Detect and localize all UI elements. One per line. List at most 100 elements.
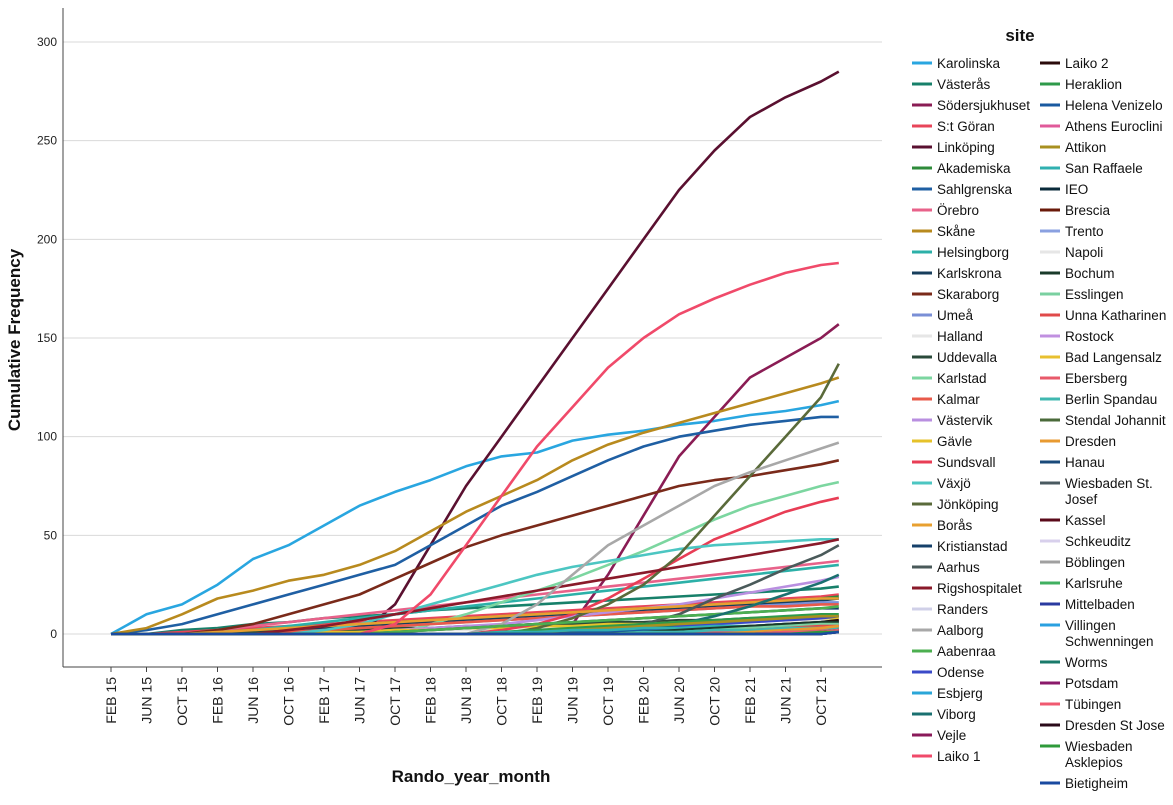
legend-label: Akademiska [937, 161, 1011, 176]
x-tick-label: JUN 16 [245, 677, 261, 724]
legend-label: Trento [1065, 224, 1104, 239]
legend-label: Jönköping [937, 497, 999, 512]
legend-label: Västerås [937, 77, 991, 92]
legend-label: Örebro [937, 203, 979, 218]
x-tick-label: OCT 18 [494, 677, 510, 726]
y-tick-label: 50 [44, 528, 58, 542]
y-tick-label: 150 [37, 331, 57, 345]
legend-label: Umeå [937, 308, 974, 323]
legend-label: Villingen Schwenningen [1065, 618, 1154, 649]
legend-label: Esslingen [1065, 287, 1124, 302]
legend-label: Laiko 1 [937, 749, 981, 764]
legend-label: Borås [937, 518, 973, 533]
x-tick-label: JUN 20 [671, 677, 687, 724]
y-tick-label: 300 [37, 35, 57, 49]
legend-label: Schkeuditz [1065, 534, 1131, 549]
legend-label: Dresden [1065, 434, 1116, 449]
legend-label: Odense [937, 665, 984, 680]
legend-label: Aalborg [937, 623, 984, 638]
x-tick-label: FEB 15 [103, 677, 119, 724]
series-line [110, 376, 840, 636]
y-axis-ticks: 0 50 100 150 200 250 300 [37, 35, 57, 641]
legend-label: Sahlgrenska [937, 182, 1013, 197]
y-tick-label: 200 [37, 232, 57, 246]
legend-label: Berlin Spandau [1065, 392, 1157, 407]
legend-label: S:t Göran [937, 119, 995, 134]
legend-label: Wiesbaden Asklepios [1065, 739, 1133, 770]
legend-label: Växjö [937, 476, 971, 491]
legend-label: Bietigheim [1065, 776, 1128, 791]
legend-label: Rigshospitalet [937, 581, 1022, 596]
series-line [110, 415, 839, 636]
x-tick-label: OCT 17 [387, 677, 403, 726]
legend-label: Skåne [937, 224, 975, 239]
series-line [111, 70, 840, 636]
legend-label: Skaraborg [937, 287, 999, 302]
legend-label: Rostock [1065, 329, 1114, 344]
legend-label: Hanau [1065, 455, 1105, 470]
series-lines [110, 70, 840, 636]
legend-label: Attikon [1065, 140, 1106, 155]
legend-label: Kristianstad [937, 539, 1008, 554]
x-tick-label: JUN 19 [565, 677, 581, 724]
legend: Karolinska Västerås Södersjukhuset S:t Göra… [912, 56, 1166, 791]
x-axis-title: Rando_year_month [392, 767, 551, 786]
legend-label: Helsingborg [937, 245, 1009, 260]
x-tick-label: FEB 17 [316, 677, 332, 724]
legend-label: Södersjukhuset [937, 98, 1030, 113]
y-tick-label: 250 [37, 134, 57, 148]
x-tick-label: JUN 17 [352, 677, 368, 724]
legend-label: Worms [1065, 655, 1108, 670]
legend-label: Böblingen [1065, 555, 1125, 570]
legend-label: Aabenraa [937, 644, 996, 659]
x-tick-label: OCT 20 [707, 677, 723, 726]
legend-title: site [1005, 26, 1034, 45]
legend-label: Kalmar [937, 392, 980, 407]
legend-label: Aarhus [937, 560, 980, 575]
x-tick-label: FEB 20 [636, 677, 652, 724]
legend-label: Stendal Johannit [1065, 413, 1166, 428]
legend-label: Bochum [1065, 266, 1115, 281]
y-axis-title: Cumulative Frequency [5, 248, 24, 431]
legend-label: Viborg [937, 707, 976, 722]
legend-label: Napoli [1065, 245, 1103, 260]
legend-label: Karlskrona [937, 266, 1002, 281]
legend-label: Laiko 2 [1065, 56, 1109, 71]
x-axis-ticks: FEB 15 JUN 15 OCT 15 FEB 16 JUN 16 OCT 16 FEB … [103, 667, 829, 726]
legend-label: IEO [1065, 182, 1088, 197]
legend-label: Esbjerg [937, 686, 983, 701]
x-tick-label: FEB 18 [423, 677, 439, 724]
x-tick-label: FEB 16 [210, 677, 226, 724]
legend-label: Sundsvall [937, 455, 996, 470]
x-tick-label: OCT 15 [174, 677, 190, 726]
legend-label: Gävle [937, 434, 972, 449]
series-line [111, 597, 839, 636]
legend-label: Helena Venizelo [1065, 98, 1163, 113]
legend-label: Karolinska [937, 56, 1001, 71]
series-line [111, 261, 839, 636]
legend-label: Bad Langensalz [1065, 350, 1162, 365]
x-tick-label: FEB 19 [529, 677, 545, 724]
legend-label: Wiesbaden St. Josef [1065, 476, 1153, 507]
legend-label: Potsdam [1065, 676, 1118, 691]
x-tick-label: FEB 21 [742, 677, 758, 724]
x-tick-label: JUN 21 [778, 677, 794, 724]
legend-label: Karlsruhe [1065, 576, 1123, 591]
y-tick-label: 100 [37, 430, 57, 444]
x-tick-label: OCT 21 [813, 677, 829, 726]
legend-label: Uddevalla [937, 350, 998, 365]
legend-label: Tübingen [1065, 697, 1121, 712]
legend-label: San Raffaele [1065, 161, 1143, 176]
x-tick-label: JUN 18 [458, 677, 474, 724]
grid-lines [63, 41, 882, 635]
y-tick-label: 0 [50, 627, 57, 641]
legend-label: Linköping [937, 140, 995, 155]
legend-label: Ebersberg [1065, 371, 1127, 386]
legend-label: Unna Katharinen [1065, 308, 1166, 323]
legend-label: Mittelbaden [1065, 597, 1135, 612]
legend-label: Athens Euroclini [1065, 119, 1163, 134]
legend-label: Västervik [937, 413, 993, 428]
legend-label: Heraklion [1065, 77, 1122, 92]
legend-label: Karlstad [937, 371, 987, 386]
